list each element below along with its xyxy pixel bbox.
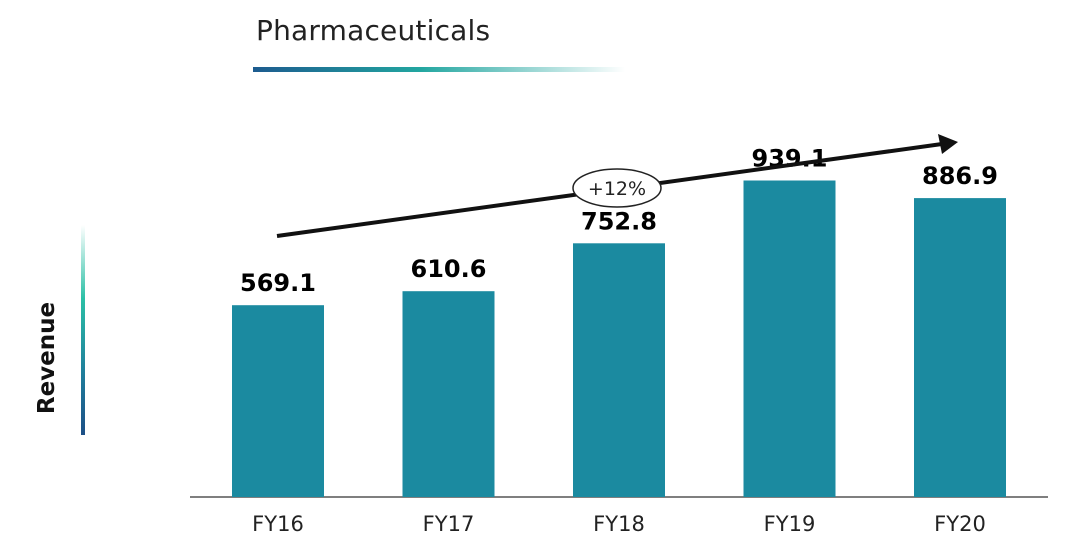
title-underline	[253, 67, 625, 72]
bar-fy20	[914, 198, 1006, 497]
bar-fy19	[743, 180, 836, 497]
value-label-fy20: 886.9	[922, 162, 998, 190]
x-tick-label-fy20: FY20	[934, 512, 986, 536]
bar-fy17	[402, 291, 495, 497]
x-tick-label-fy19: FY19	[764, 512, 816, 536]
y-axis-accent-line	[81, 225, 85, 435]
chart-title: Pharmaceuticals	[256, 14, 491, 47]
value-label-fy16: 569.1	[240, 269, 316, 297]
growth-badge	[572, 168, 662, 208]
value-label-fy17: 610.6	[411, 255, 487, 283]
x-tick-label-fy18: FY18	[593, 512, 645, 536]
bar-fy18	[573, 243, 665, 497]
growth-label: +12%	[588, 178, 646, 200]
bar-fy16	[232, 305, 324, 497]
growth-arrow: +12%	[276, 134, 958, 238]
x-tick-label-fy17: FY17	[423, 512, 475, 536]
growth-arrow-head	[938, 134, 958, 154]
x-tick-label-fy16: FY16	[252, 512, 304, 536]
value-label-fy18: 752.8	[581, 207, 657, 235]
